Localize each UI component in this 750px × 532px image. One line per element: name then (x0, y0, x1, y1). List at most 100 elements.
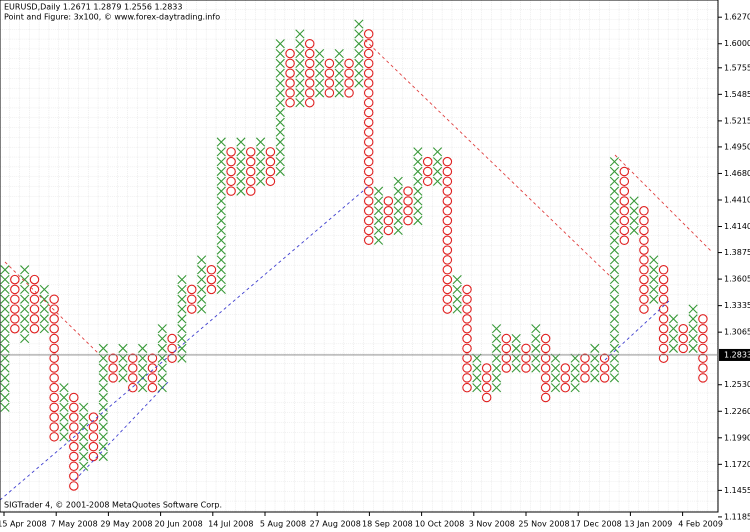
x-symbol (393, 186, 403, 196)
o-symbol (304, 68, 315, 78)
x-column (550, 353, 561, 393)
x-symbol (334, 58, 344, 68)
o-symbol (246, 186, 256, 196)
x-symbol (295, 39, 305, 49)
x-symbol (413, 186, 423, 196)
x-column (39, 284, 49, 334)
x-symbol (314, 88, 325, 98)
x-symbol (511, 333, 521, 344)
x-symbol (59, 432, 69, 442)
o-symbol (206, 274, 217, 285)
o-symbol (324, 88, 335, 98)
o-symbol (49, 373, 59, 383)
o-symbol (560, 373, 571, 383)
o-symbol (658, 304, 669, 314)
x-symbol (157, 373, 167, 383)
o-symbol (10, 323, 20, 334)
o-symbol (128, 353, 138, 363)
x-symbol (20, 314, 30, 324)
x-symbol (236, 176, 246, 186)
x-column (177, 274, 187, 363)
x-symbol (118, 373, 128, 383)
x-symbol (531, 353, 541, 363)
o-symbol (442, 304, 453, 314)
x-symbol (590, 353, 600, 363)
x-symbol (609, 284, 620, 295)
x-symbol (295, 58, 305, 68)
o-symbol (639, 235, 649, 246)
x-column (452, 274, 462, 314)
o-symbol (501, 353, 512, 363)
x-symbol (472, 383, 482, 393)
x-symbol (354, 48, 364, 59)
o-symbol (363, 29, 374, 39)
x-symbol (609, 353, 620, 363)
x-symbol (98, 442, 108, 452)
x-symbol (432, 166, 443, 177)
x-symbol (570, 373, 580, 383)
o-column (206, 265, 217, 295)
x-symbol (590, 343, 600, 353)
o-symbol (187, 304, 197, 314)
o-symbol (49, 432, 59, 442)
o-symbol (69, 451, 79, 462)
x-symbol (79, 402, 89, 412)
o-symbol (206, 265, 217, 275)
o-symbol (540, 373, 551, 383)
x-symbol (609, 235, 620, 245)
o-symbol (363, 196, 374, 206)
o-symbol (639, 265, 649, 275)
y-tick-label: 1.2260 (724, 407, 750, 416)
o-column (304, 38, 315, 108)
x-symbol (609, 314, 620, 324)
chart-title: EURUSD,Daily 1.2671 1.2879 1.2556 1.2833 (4, 3, 183, 12)
x-tick-label: 5 Aug 2008 (260, 520, 306, 529)
x-column (373, 186, 384, 245)
o-symbol (363, 156, 374, 167)
x-symbol (216, 255, 226, 265)
x-symbol (275, 48, 285, 59)
x-symbol (98, 363, 108, 373)
o-column (383, 196, 394, 236)
o-column (678, 323, 689, 354)
x-symbol (59, 402, 69, 412)
o-symbol (422, 166, 433, 177)
o-symbol (128, 382, 138, 393)
x-symbol (0, 294, 10, 304)
x-symbol (609, 245, 620, 255)
o-symbol (108, 363, 118, 373)
o-symbol (285, 48, 295, 59)
o-symbol (442, 294, 453, 304)
x-symbol (157, 343, 167, 353)
x-symbol (649, 274, 659, 285)
x-symbol (98, 343, 108, 353)
o-symbol (403, 206, 413, 216)
x-symbol (590, 373, 600, 383)
o-symbol (422, 176, 433, 187)
o-symbol (363, 68, 374, 78)
x-symbol (197, 255, 207, 265)
x-symbol (0, 402, 10, 412)
x-symbol (236, 147, 246, 157)
o-symbol (304, 58, 315, 69)
o-symbol (344, 78, 354, 88)
o-symbol (442, 166, 453, 177)
x-symbol (531, 324, 541, 334)
o-column (619, 166, 630, 246)
o-symbol (49, 363, 59, 373)
x-symbol (609, 176, 620, 186)
x-tick-label: 17 Dec 2008 (571, 520, 622, 529)
x-symbol (79, 422, 89, 432)
o-symbol (49, 402, 59, 413)
x-symbol (314, 68, 325, 78)
o-symbol (481, 363, 492, 373)
x-symbol (472, 373, 482, 383)
o-symbol (29, 294, 40, 304)
o-symbol (304, 88, 315, 98)
o-symbol (206, 284, 217, 295)
o-symbol (344, 68, 354, 78)
o-symbol (246, 166, 256, 177)
o-symbol (147, 382, 158, 393)
o-symbol (462, 333, 472, 344)
o-symbol (108, 353, 118, 363)
